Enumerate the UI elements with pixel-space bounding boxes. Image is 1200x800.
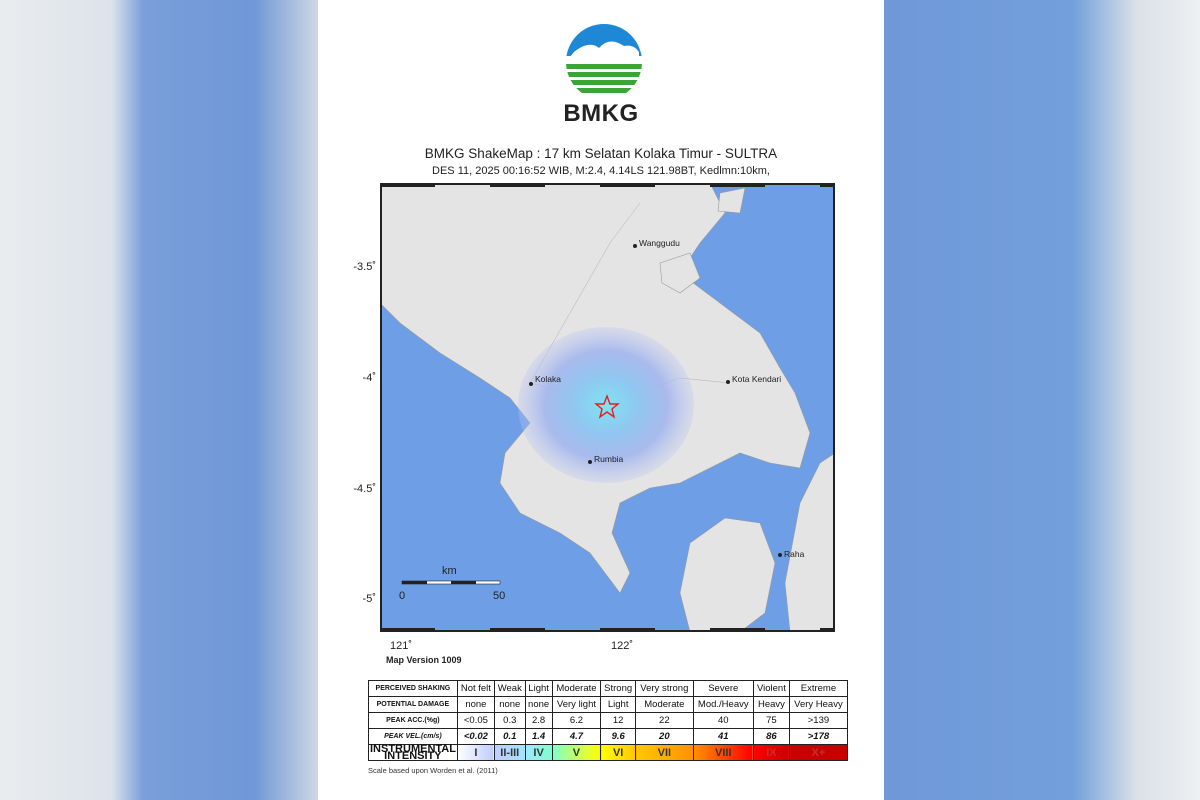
lat-tick: -5˚	[362, 593, 376, 605]
legend-row-label: INSTRUMENTAL INTENSITY	[368, 742, 458, 762]
legend-row-label: POTENTIAL DAMAGE	[368, 696, 458, 713]
legend-cell: 41	[692, 728, 754, 745]
legend-cell: Violent	[752, 680, 790, 697]
city-rumbia: Rumbia	[594, 454, 624, 464]
legend-cell: Extreme	[788, 680, 849, 697]
bmkg-logo	[566, 24, 642, 93]
background-right	[884, 0, 1200, 800]
legend-cell: Heavy	[752, 696, 790, 713]
legend-cell: 1.4	[524, 728, 553, 745]
city-kolaka: Kolaka	[535, 374, 561, 384]
legend-cell: Moderate	[551, 680, 602, 697]
lon-tick: 122˚	[611, 640, 634, 652]
legend-cell: 2.8	[524, 712, 553, 729]
intensity-contour	[518, 327, 694, 483]
legend-row-damage: POTENTIAL DAMAGE none none none Very light Li…	[368, 696, 849, 713]
legend-cell: <0.05	[456, 712, 496, 729]
land-buton-muna	[679, 517, 776, 632]
legend-cell: VIII	[692, 744, 754, 761]
shakemap-page: BMKG BMKG ShakeMap : 17 km Selatan Kolak…	[318, 0, 884, 800]
legend-cell: Strong	[600, 680, 637, 697]
star-icon	[594, 394, 620, 419]
legend-cell: I	[456, 744, 496, 761]
legend-cell: >178	[788, 728, 849, 745]
legend-row-acc: PEAK ACC.(%g) <0.05 0.3 2.8 6.2 12 22 40 75 >139	[368, 712, 849, 729]
legend-cell: 22	[635, 712, 694, 729]
legend-cell: Very strong	[635, 680, 694, 697]
scale-note: Scale based upon Worden et al. (2011)	[368, 766, 498, 775]
map-title: BMKG ShakeMap : 17 km Selatan Kolaka Tim…	[424, 146, 778, 161]
legend-cell: 0.3	[494, 712, 526, 729]
lat-tick: -3.5˚	[353, 261, 376, 273]
brand-name: BMKG	[563, 100, 639, 127]
legend-row-vel: PEAK VEL.(cm/s) <0.02 0.1 1.4 4.7 9.6 20 41 86 >1…	[368, 728, 849, 745]
legend-row-label: PEAK ACC.(%g)	[368, 712, 458, 729]
legend-cell: Light	[524, 680, 553, 697]
land-east-island	[784, 452, 835, 632]
legend-cell: 6.2	[551, 712, 602, 729]
legend-cell: Mod./Heavy	[692, 696, 754, 713]
legend-cell: VII	[635, 744, 694, 761]
legend-row-int: INSTRUMENTAL INTENSITY I II-III IV V VI VII VII…	[368, 742, 849, 762]
city-wanggudu: Wanggudu	[639, 238, 680, 248]
legend-cell: 4.7	[551, 728, 602, 745]
scale-end: 50	[493, 590, 505, 602]
scale-unit: km	[442, 565, 457, 577]
scale-start: 0	[399, 590, 405, 602]
city-raha: Raha	[784, 549, 805, 559]
legend-cell: <0.02	[456, 728, 496, 745]
legend-cell: 0.1	[494, 728, 526, 745]
legend-row-shaking: PERCEIVED SHAKING Not felt Weak Light Modera…	[368, 680, 849, 697]
legend-cell: X+	[788, 744, 849, 761]
legend-cell: 40	[692, 712, 754, 729]
legend-row-label: PERCEIVED SHAKING	[368, 680, 458, 697]
legend-cell: V	[551, 744, 602, 761]
city-kota-kendari: Kota Kendari	[732, 374, 781, 384]
legend-cell: Not felt	[456, 680, 496, 697]
legend-cell: 12	[600, 712, 637, 729]
map-frame-ticks	[380, 183, 835, 632]
legend-cell: Weak	[494, 680, 526, 697]
legend-cell: 20	[635, 728, 694, 745]
lon-tick: 121˚	[390, 640, 413, 652]
background-left	[0, 0, 318, 800]
legend-cell: IX	[752, 744, 790, 761]
legend-cell: 9.6	[600, 728, 637, 745]
legend-cell: Severe	[692, 680, 754, 697]
intensity-legend-table: PERCEIVED SHAKING Not felt Weak Light Modera…	[368, 680, 849, 762]
lat-tick: -4.5˚	[353, 483, 376, 495]
scale-bar: km 0 50	[399, 565, 505, 602]
legend-cell: none	[456, 696, 496, 713]
legend-cell: VI	[600, 744, 637, 761]
shakemap: Wanggudu Kolaka Kota Kendari Rumbia Raha…	[380, 183, 835, 632]
legend-cell: Moderate	[635, 696, 694, 713]
legend-cell: Light	[600, 696, 637, 713]
map-version: Map Version 1009	[386, 655, 462, 665]
legend-cell: IV	[524, 744, 553, 761]
legend-cell: >139	[788, 712, 849, 729]
legend-cell: 86	[752, 728, 790, 745]
legend-cell: II-III	[494, 744, 526, 761]
legend-cell: 75	[752, 712, 790, 729]
legend-cell: Very light	[551, 696, 602, 713]
lat-tick: -4˚	[362, 372, 376, 384]
legend-cell: none	[494, 696, 526, 713]
land-north-islands	[659, 187, 746, 294]
event-details: DES 11, 2025 00:16:52 WIB, M:2.4, 4.14LS…	[432, 165, 770, 177]
legend-cell: Very Heavy	[788, 696, 849, 713]
legend-cell: none	[524, 696, 553, 713]
